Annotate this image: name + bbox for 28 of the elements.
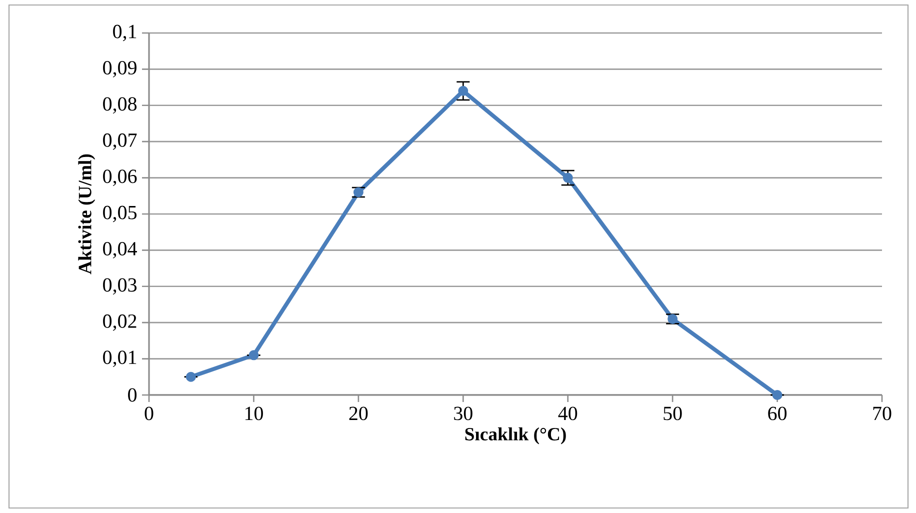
y-tick-label: 0,1: [113, 24, 136, 42]
point: [668, 314, 678, 324]
x-tick-label: 20: [349, 406, 368, 420]
x-tick-label: 40: [558, 406, 578, 420]
point: [458, 86, 468, 96]
point: [248, 350, 259, 360]
point: [186, 372, 196, 382]
x-axis-title: Sıcaklık (°C): [465, 427, 566, 444]
y-tick-label: 0: [128, 388, 137, 402]
y-tick-label: 0,09: [103, 61, 136, 78]
y-tick-label: 0,02: [103, 314, 136, 331]
point: [562, 172, 573, 183]
point: [772, 390, 782, 400]
y-tick-label: 0,07: [103, 133, 137, 150]
y-tick-label: 0,01: [103, 350, 136, 367]
x-tick-label: 50: [664, 406, 682, 420]
y-tick-label: 0,04: [103, 242, 137, 258]
y-tick-label: 0,06: [103, 170, 137, 186]
x-tick-label: 70: [873, 406, 892, 420]
x-tick-label: 0: [144, 406, 154, 420]
x-tick-label: 60: [768, 406, 787, 420]
point: [353, 187, 364, 198]
x-tick-label: 10: [245, 406, 263, 420]
x-tick-label: 30: [454, 406, 472, 420]
y-tick-label: 0,03: [103, 278, 137, 295]
y-tick-label: 0,08: [103, 97, 137, 114]
y-axis-title: Aktivite (U/ml): [78, 154, 96, 274]
y-tick-label: 0,05: [103, 206, 137, 222]
